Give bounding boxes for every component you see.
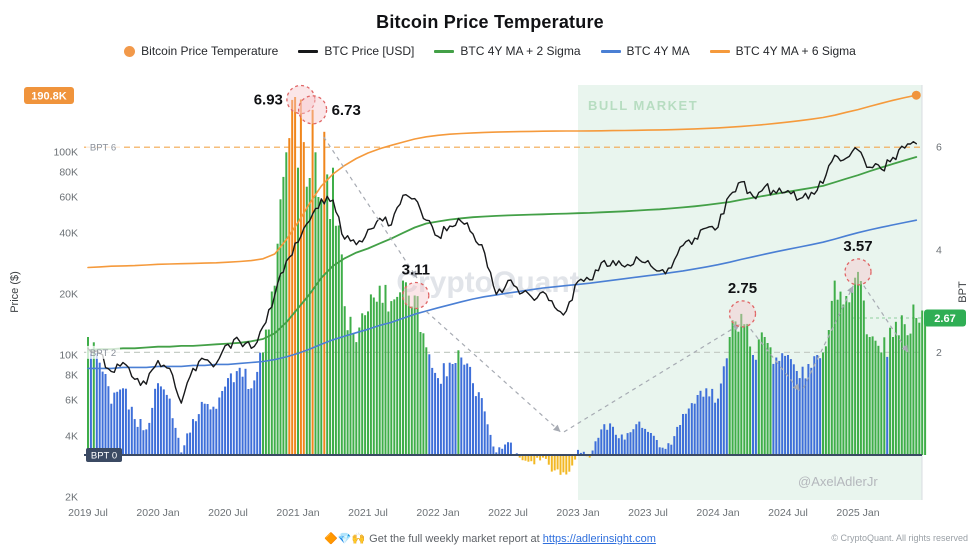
svg-text:BPT 0: BPT 0 [91,451,117,462]
copyright-notice: © CryptoQuant. All rights reserved [831,533,968,543]
footer-emoji: 🔶💎🙌 [324,533,366,545]
legend-dot-marker [124,45,136,57]
chart-title: Bitcoin Price Temperature [376,12,604,32]
refline-pill-1 [86,345,120,359]
legend-line-marker [600,49,621,53]
ma-2sigma-line [87,156,918,351]
svg-text:80K: 80K [59,166,78,178]
svg-text:2K: 2K [65,492,78,504]
annotation-circle [402,281,430,310]
annotation-value: 6.93 [254,92,283,109]
svg-text:190.8K: 190.8K [31,91,67,103]
latest-6sigma-dot [911,90,921,100]
annotation-value: 3.57 [843,238,872,255]
svg-text:60K: 60K [59,192,78,204]
svg-text:2: 2 [936,347,942,359]
annotation-circle [286,84,316,115]
annotation-circle [844,258,872,286]
btc-price-line [87,140,917,404]
svg-text:6: 6 [936,142,942,154]
x-axis-ticks: 2019 Jul 2020 Jan 2020 Jul 2021 Jan 2021 Jul… [68,507,880,519]
legend-label: Bitcoin Price Temperature [141,44,279,58]
annotation-circle [728,300,757,328]
trend-arrows [323,136,909,433]
legend-label: BTC 4Y MA + 6 Sigma [735,44,856,58]
right-axis-ticks: 6 4 2 [936,142,942,359]
ma-6sigma-line [87,94,918,269]
svg-text:BPT 2: BPT 2 [90,348,116,359]
left-axis-ticks: 100K 80K 60K 40K 20K 10K 8K 6K 4K 2K [53,147,78,504]
price-axis-label: Price ($) [9,271,21,313]
svg-text:2024 Jul: 2024 Jul [768,507,808,519]
legend: Bitcoin Price Temperature BTC Price [USD]… [0,44,980,58]
annotations: 6.93 6.73 3.11 2.75 3.57 [254,84,873,328]
svg-text:2022 Jan: 2022 Jan [416,507,459,519]
svg-text:8K: 8K [65,369,78,381]
annotation-value: 6.73 [332,102,361,119]
legend-label: BTC 4Y MA + 2 Sigma [460,44,581,58]
legend-line-marker [709,49,730,53]
annotation-value: 2.75 [728,280,757,297]
svg-text:2.67: 2.67 [934,313,955,325]
legend-label: BTC 4Y MA [626,44,690,58]
svg-text:2025 Jan: 2025 Jan [836,507,879,519]
svg-text:6K: 6K [65,395,78,407]
svg-text:2023 Jan: 2023 Jan [556,507,599,519]
legend-item-0[interactable]: Bitcoin Price Temperature [124,44,278,58]
svg-text:2020 Jan: 2020 Jan [136,507,179,519]
annotation-circle [297,95,328,125]
svg-text:40K: 40K [59,227,78,239]
svg-text:2022 Jul: 2022 Jul [488,507,528,519]
svg-text:2021 Jan: 2021 Jan [276,507,319,519]
legend-item-4[interactable]: BTC 4Y MA + 6 Sigma [709,44,856,58]
svg-text:4: 4 [936,244,942,256]
svg-text:20K: 20K [59,289,78,301]
svg-text:4K: 4K [65,430,78,442]
legend-line-marker [298,49,319,53]
svg-text:2019 Jul: 2019 Jul [68,507,108,519]
current-bpt-badge [924,309,966,327]
svg-text:2024 Jan: 2024 Jan [696,507,739,519]
six-sigma-level-badge [24,87,74,104]
legend-line-marker [434,49,455,53]
footer-text: Get the full weekly market report at [369,533,540,545]
bull-market-label: BULL MARKET [588,98,698,113]
svg-text:2023 Jul: 2023 Jul [628,507,668,519]
refline-pill-2 [86,448,122,462]
svg-text:2020 Jul: 2020 Jul [208,507,248,519]
bpt-axis-label: BPT [957,281,969,303]
legend-item-1[interactable]: BTC Price [USD] [298,44,414,58]
svg-text:2021 Jul: 2021 Jul [348,507,388,519]
svg-text:10K: 10K [59,350,78,362]
annotation-value: 3.11 [402,262,430,279]
footer-link[interactable]: https://adlerinsight.com [542,533,656,545]
author-handle: @AxelAdlerJr [798,474,878,489]
legend-label: BTC Price [USD] [324,44,415,58]
watermark: CryptoQuant [396,266,579,299]
svg-text:100K: 100K [53,147,78,159]
ma-4y-line [87,219,918,370]
legend-item-2[interactable]: BTC 4Y MA + 2 Sigma [434,44,581,58]
svg-text:BPT 6: BPT 6 [90,143,116,154]
refline-pill-0 [86,140,120,154]
legend-item-3[interactable]: BTC 4Y MA [600,44,690,58]
footer: 🔶💎🙌 Get the full weekly market report at … [0,532,980,545]
